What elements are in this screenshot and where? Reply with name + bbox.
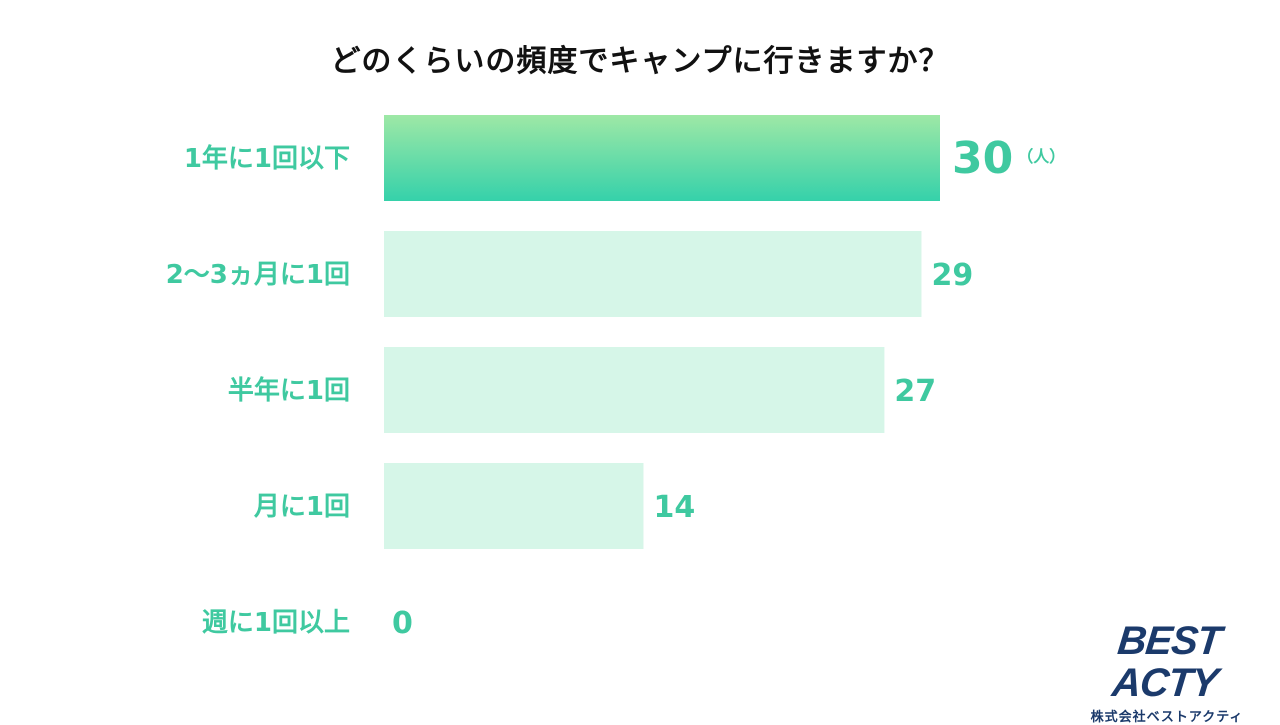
bar: [384, 115, 940, 201]
bar: [384, 347, 885, 433]
category-label: 月に1回: [253, 492, 350, 522]
logo-company-name: 株式会社ベストアクティ: [1090, 710, 1244, 725]
bar: [384, 231, 922, 317]
value-label: 29: [931, 258, 973, 293]
category-label: 週に1回以上: [202, 608, 350, 638]
category-label: 半年に1回: [228, 375, 350, 406]
value-label: 27: [894, 374, 936, 409]
category-label: 1年に1回以下: [184, 143, 350, 174]
category-label: 2〜3ヵ月に1回: [166, 260, 350, 290]
value-label: 30: [952, 133, 1013, 184]
unit-label: （人）: [1017, 147, 1065, 166]
chart-title: どのくらいの頻度でキャンプに行きますか？: [330, 44, 950, 79]
value-label: 0: [392, 606, 413, 641]
value-label: 14: [653, 490, 695, 525]
logo-wordmark: BEST ACTY: [1110, 619, 1223, 705]
bar: [384, 463, 644, 549]
company-logo: BEST ACTY 株式会社ベストアクティ: [1072, 619, 1262, 725]
